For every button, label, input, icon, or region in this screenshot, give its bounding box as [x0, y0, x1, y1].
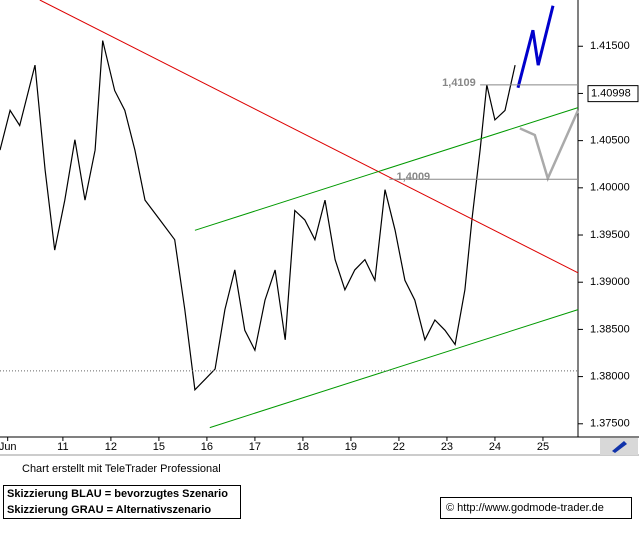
- y-axis-area: [578, 0, 639, 437]
- y-tick-label: 1.38000: [590, 371, 630, 383]
- x-tick-label: 16: [201, 441, 213, 453]
- x-tick-label: 18: [297, 441, 309, 453]
- x-tick-label: Jun: [0, 441, 17, 453]
- x-tick-label: 17: [249, 441, 261, 453]
- plot-area: [0, 0, 578, 437]
- x-tick-label: 22: [393, 441, 405, 453]
- series-line: [0, 40, 516, 392]
- credit: Chart erstellt mit TeleTrader Profession…: [22, 463, 221, 475]
- x-tick-label: 19: [345, 441, 357, 453]
- y-tick-label: 1.38500: [590, 323, 630, 335]
- series-line: [194, 107, 579, 231]
- level-label: 1,4009: [397, 171, 431, 183]
- y-tick-label: 1.41500: [590, 40, 630, 52]
- x-tick-label: 24: [489, 441, 501, 453]
- series-line: [209, 309, 579, 429]
- x-tick-label: 15: [153, 441, 165, 453]
- source: © http://www.godmode-trader.de: [446, 502, 604, 514]
- x-tick-label: 11: [57, 441, 68, 453]
- y-tick-label: 1.40000: [590, 182, 630, 194]
- pencil-icon: [612, 441, 627, 453]
- note-box: [3, 485, 241, 519]
- x-tick-label: 23: [441, 441, 453, 453]
- y-tick-label: 1.40500: [590, 135, 630, 147]
- y-tick-label: 1.39500: [590, 229, 630, 241]
- x-tick-label: 25: [537, 441, 549, 453]
- level-label: 1,4109: [442, 77, 476, 89]
- price-tag-label: 1.40998: [591, 88, 631, 100]
- series-line: [39, 0, 579, 274]
- note: Skizzierung GRAU = Alternativszenario: [7, 504, 211, 516]
- series-line: [519, 109, 580, 182]
- y-tick-label: 1.39000: [590, 276, 630, 288]
- source-box: [440, 497, 632, 519]
- series-line: [516, 5, 555, 89]
- x-tick-label: 12: [105, 441, 117, 453]
- price-tag: [587, 85, 639, 103]
- y-tick-label: 1.37500: [590, 418, 630, 430]
- note: Skizzierung BLAU = bevorzugtes Szenario: [7, 488, 228, 500]
